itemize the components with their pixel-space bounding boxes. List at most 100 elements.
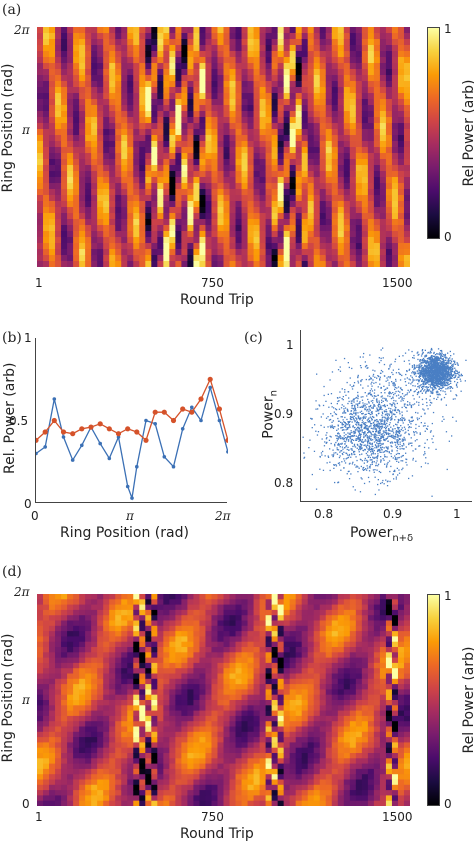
c-scatter-point: [409, 421, 411, 423]
a-heatmap-cell: [235, 249, 243, 256]
c-scatter-point: [370, 404, 372, 407]
a-heatmap-cell: [49, 225, 56, 232]
a-heatmap-cell: [139, 171, 146, 178]
c-scatter-point: [432, 391, 434, 394]
c-scatter-point: [429, 379, 431, 381]
a-heatmap-cell: [319, 105, 327, 112]
a-heatmap-cell: [313, 225, 321, 232]
a-heatmap-cell: [223, 75, 231, 82]
a-heatmap-cell: [355, 129, 363, 136]
a-heatmap-cell: [121, 93, 128, 100]
c-scatter-point: [430, 379, 432, 381]
a-heatmap-cell: [211, 105, 219, 112]
c-scatter-point: [377, 446, 380, 448]
c-scatter-point: [430, 360, 432, 362]
a-heatmap-cell: [325, 171, 333, 178]
c-scatter-point: [419, 373, 422, 375]
a-heatmap-cell: [103, 27, 110, 34]
a-heatmap-cell: [355, 183, 363, 190]
a-heatmap-cell: [187, 165, 195, 172]
c-scatter-point: [432, 390, 434, 392]
c-scatter-point: [431, 356, 433, 358]
a-heatmap-cell: [91, 177, 98, 184]
a-heatmap-cell: [61, 189, 68, 196]
c-scatter-point: [427, 381, 429, 383]
a-heatmap-cell: [163, 45, 170, 52]
a-heatmap-cell: [151, 45, 158, 52]
a-heatmap-cell: [385, 51, 393, 58]
c-scatter-point: [408, 363, 411, 365]
a-heatmap-cell: [331, 207, 339, 214]
a-heatmap-cell: [73, 159, 80, 166]
c-scatter-point: [343, 405, 345, 407]
a-heatmap-cell: [103, 159, 110, 166]
a-heatmap-cell: [385, 225, 393, 232]
a-heatmap-cell: [265, 159, 273, 166]
a-heatmap-cell: [349, 207, 357, 214]
a-heatmap-cell: [307, 63, 315, 70]
a-heatmap-cell: [241, 39, 249, 46]
c-scatter-point: [387, 432, 389, 434]
a-heatmap-cell: [367, 111, 375, 118]
a-heatmap-cell: [91, 111, 98, 118]
a-heatmap-cell: [61, 231, 68, 238]
c-scatter-point: [435, 368, 437, 371]
c-scatter-point: [425, 373, 427, 375]
a-heatmap-cell: [49, 189, 56, 196]
a-heatmap-cell: [199, 135, 207, 142]
c-scatter-point: [440, 354, 442, 356]
a-heatmap-cell: [379, 111, 387, 118]
a-heatmap-cell: [127, 129, 134, 136]
c-scatter-point: [443, 384, 445, 386]
c-scatter-point: [349, 436, 351, 438]
a-heatmap-cell: [151, 231, 158, 238]
a-heatmap-cell: [319, 111, 327, 118]
c-scatter-point: [436, 367, 438, 369]
a-heatmap-cell: [283, 69, 291, 76]
c-scatter-point: [429, 361, 431, 363]
c-scatter-point: [421, 388, 423, 390]
c-scatter-point: [382, 400, 384, 402]
a-heatmap-cell: [187, 63, 195, 70]
a-heatmap-cell: [385, 117, 393, 124]
a-heatmap-cell: [385, 195, 393, 202]
a-heatmap-cell: [175, 153, 182, 160]
c-scatter-point: [412, 357, 414, 359]
c-scatter-point: [360, 379, 362, 382]
c-scatter-point: [401, 420, 404, 422]
c-scatter-point: [355, 438, 357, 440]
a-heatmap-cell: [133, 219, 140, 226]
a-heatmap-cell: [289, 243, 297, 250]
a-heatmap-cell: [391, 165, 399, 172]
a-heatmap-cell: [97, 207, 104, 214]
a-heatmap-cell: [385, 129, 393, 136]
a-heatmap-cell: [103, 183, 110, 190]
c-scatter-point: [337, 425, 339, 427]
a-heatmap-cell: [145, 243, 152, 250]
a-heatmap-cell: [181, 57, 189, 64]
a-heatmap-cell: [97, 165, 104, 172]
a-heatmap-cell: [169, 45, 176, 52]
c-scatter-point: [444, 377, 447, 379]
a-heatmap-cell: [181, 87, 189, 94]
c-scatter-point: [441, 375, 444, 377]
c-scatter-point: [367, 427, 369, 429]
c-scatter-point: [373, 436, 375, 439]
a-heatmap-cell: [157, 87, 164, 94]
a-heatmap-cell: [391, 27, 399, 34]
a-heatmap-cell: [217, 219, 225, 226]
a-heatmap-cell: [301, 255, 309, 262]
c-scatter-point: [434, 379, 436, 381]
a-heatmap-cell: [313, 117, 321, 124]
a-heatmap-cell: [91, 207, 98, 214]
c-scatter-point: [337, 462, 340, 465]
a-heatmap-cell: [211, 261, 219, 267]
a-heatmap-cell: [355, 141, 363, 148]
a-heatmap-cell: [301, 237, 309, 244]
a-heatmap-cell: [337, 117, 345, 124]
c-scatter-point: [384, 422, 386, 424]
c-scatter-point: [426, 428, 428, 430]
a-heatmap-cell: [259, 117, 267, 124]
a-heatmap-cell: [301, 225, 309, 232]
c-scatter-point: [440, 356, 442, 358]
